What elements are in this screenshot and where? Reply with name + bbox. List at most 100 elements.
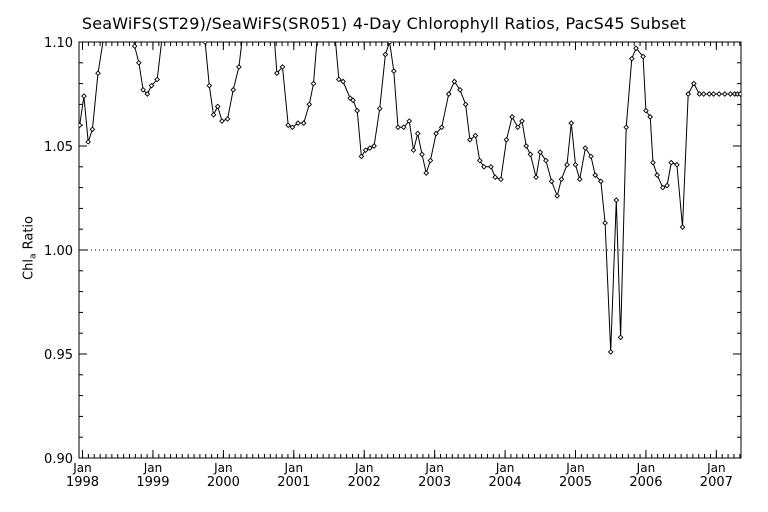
data-point bbox=[202, 42, 208, 45]
x-tick-year-label: 2003 bbox=[418, 475, 451, 490]
data-point bbox=[148, 82, 155, 89]
data-point bbox=[519, 118, 525, 124]
data-point bbox=[737, 91, 741, 97]
data-point bbox=[310, 80, 317, 87]
data-point bbox=[214, 103, 221, 110]
data-point bbox=[548, 178, 555, 185]
data-point bbox=[131, 43, 138, 49]
data-point bbox=[306, 101, 313, 108]
data-point bbox=[210, 111, 217, 118]
x-tick-month-label: Jan bbox=[706, 461, 726, 475]
data-point bbox=[386, 42, 393, 45]
data-point bbox=[316, 29, 320, 33]
data-point bbox=[241, 29, 245, 33]
data-point bbox=[629, 55, 635, 62]
data-point bbox=[406, 118, 413, 124]
data-point bbox=[488, 163, 494, 170]
data-point bbox=[270, 15, 274, 19]
data-point bbox=[367, 145, 373, 151]
data-point bbox=[219, 118, 225, 124]
data-point bbox=[89, 126, 96, 133]
data-point bbox=[533, 174, 539, 181]
data-point bbox=[640, 53, 646, 60]
data-point bbox=[613, 197, 620, 203]
data-point bbox=[400, 124, 407, 131]
data-point bbox=[679, 224, 686, 230]
chart-title: SeaWiFS(ST29)/SeaWiFS(SR051) 4-Day Chlor… bbox=[81, 14, 687, 33]
data-point bbox=[154, 76, 161, 83]
data-point bbox=[654, 172, 661, 178]
data-point bbox=[674, 161, 680, 168]
data-point bbox=[354, 107, 361, 114]
data-point bbox=[602, 220, 608, 226]
data-point bbox=[144, 91, 151, 97]
data-point bbox=[543, 157, 549, 164]
data-point bbox=[564, 161, 570, 168]
x-tick-year-label: 2006 bbox=[629, 475, 662, 490]
data-point bbox=[710, 91, 717, 97]
data-point bbox=[245, 15, 249, 19]
x-tick-month-label: Jan bbox=[284, 461, 304, 475]
data-point bbox=[128, 15, 132, 19]
data-point bbox=[410, 147, 417, 153]
y-tick-label: 1.10 bbox=[44, 36, 73, 51]
data-point bbox=[279, 64, 286, 70]
data-point bbox=[700, 91, 707, 97]
data-point bbox=[433, 130, 439, 137]
series-line bbox=[79, 42, 741, 352]
data-point bbox=[445, 91, 452, 97]
data-point bbox=[537, 149, 544, 156]
y-tick-label: 0.95 bbox=[44, 348, 73, 363]
data-point bbox=[668, 159, 675, 166]
data-point bbox=[509, 114, 515, 120]
data-point bbox=[414, 130, 421, 137]
x-tick-month-label: Jan bbox=[495, 461, 515, 475]
data-point bbox=[136, 59, 142, 66]
x-tick-year-label: 1998 bbox=[66, 475, 99, 490]
x-axis: Jan1998Jan1999Jan2000Jan2001Jan2002Jan20… bbox=[66, 42, 741, 490]
series-group bbox=[79, 15, 741, 355]
y-tick-label: 1.00 bbox=[44, 244, 73, 259]
x-tick-year-label: 2005 bbox=[559, 475, 592, 490]
data-point bbox=[427, 157, 434, 164]
data-point bbox=[106, 15, 110, 19]
data-point bbox=[451, 78, 458, 85]
data-point bbox=[503, 136, 510, 143]
data-point bbox=[467, 136, 473, 143]
data-point bbox=[161, 29, 165, 33]
data-point bbox=[199, 15, 203, 19]
data-point bbox=[582, 145, 589, 151]
data-point bbox=[623, 124, 630, 131]
data-point bbox=[664, 182, 670, 189]
data-point bbox=[472, 132, 479, 139]
data-point bbox=[650, 159, 656, 166]
plot-frame bbox=[78, 41, 742, 459]
data-point bbox=[289, 124, 296, 131]
data-point bbox=[721, 91, 728, 97]
data-point bbox=[285, 122, 292, 129]
data-point bbox=[166, 19, 170, 23]
data-point bbox=[476, 157, 483, 164]
data-point bbox=[643, 107, 649, 114]
x-tick-month-label: Jan bbox=[636, 461, 656, 475]
x-tick-year-label: 2004 bbox=[489, 475, 522, 490]
data-point bbox=[481, 163, 487, 170]
x-tick-year-label: 2001 bbox=[277, 475, 310, 490]
x-tick-month-label: Jan bbox=[354, 461, 374, 475]
y-tick-label: 1.05 bbox=[44, 140, 73, 155]
data-point bbox=[685, 91, 692, 97]
y-axis: 0.90 0.95 1.00 1.05 1.10 bbox=[44, 36, 741, 467]
data-point bbox=[592, 172, 599, 178]
x-tick-month-label: Jan bbox=[213, 461, 233, 475]
data-point bbox=[588, 153, 594, 160]
x-tick-month-label: Jan bbox=[424, 461, 444, 475]
data-point bbox=[79, 122, 83, 129]
data-point bbox=[170, 23, 174, 27]
data-point bbox=[527, 151, 534, 158]
data-point bbox=[85, 139, 91, 145]
data-point bbox=[438, 124, 445, 131]
data-point bbox=[716, 91, 723, 97]
x-tick-month-label: Jan bbox=[72, 461, 92, 475]
data-point bbox=[350, 97, 356, 104]
